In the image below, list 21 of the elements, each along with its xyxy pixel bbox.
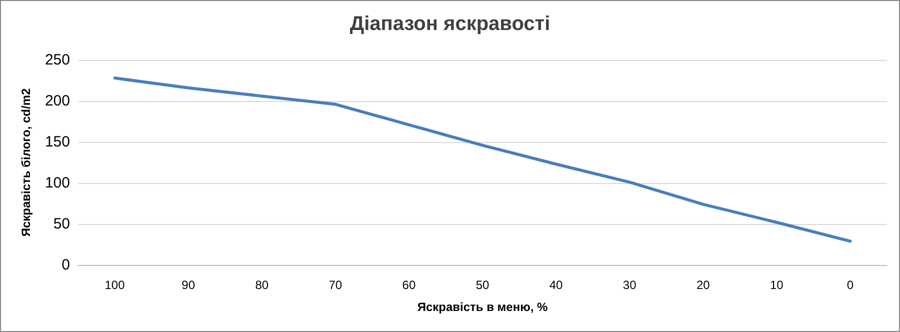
x-tick-label: 60: [402, 278, 416, 292]
chart-title: Діапазон яскравості: [350, 13, 550, 35]
y-tick-label: 200: [44, 92, 70, 110]
y-tick-label: 0: [62, 256, 70, 274]
x-tick-label: 70: [328, 278, 342, 292]
x-tick-label: 20: [696, 278, 710, 292]
x-tick-label: 30: [622, 278, 637, 292]
y-axis-title: Яскравість білого, cd/m2: [19, 88, 33, 237]
y-tick-label: 150: [44, 134, 70, 150]
x-tick-label: 90: [182, 278, 196, 292]
x-tick-label: 10: [770, 278, 784, 292]
y-tick-label: 100: [44, 174, 70, 192]
x-tick-label: 50: [476, 278, 490, 292]
y-tick-label: 250: [44, 52, 70, 68]
x-tick-label: 0: [846, 278, 854, 292]
x-tick-label: 40: [549, 278, 564, 292]
y-tick-label: 50: [53, 216, 70, 232]
x-tick-label: 80: [255, 278, 269, 292]
x-tick-label: 100: [104, 278, 126, 292]
line-series: [113, 76, 852, 243]
x-axis-title: Яскравість в меню, %: [417, 300, 548, 314]
